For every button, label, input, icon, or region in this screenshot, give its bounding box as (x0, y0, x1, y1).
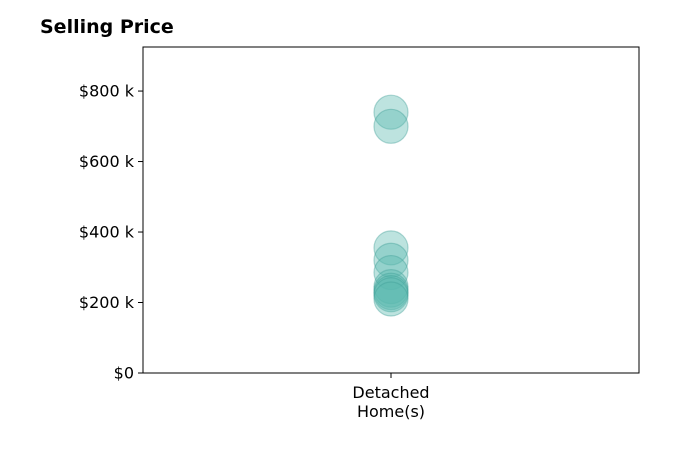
data-point (373, 272, 409, 308)
data-point (373, 254, 409, 291)
plot-frame (142, 46, 640, 374)
y-axis: $0 $200 k $400 k $600 k $800 k (79, 82, 143, 383)
y-tick-label: $600 k (79, 152, 135, 171)
y-tick-label: $200 k (79, 293, 135, 312)
y-tick-label: $0 (114, 364, 134, 383)
chart-title: Selling Price (40, 16, 174, 38)
data-point (373, 230, 409, 266)
data-point (373, 269, 409, 305)
y-tick-label: $400 k (79, 223, 135, 242)
data-point (373, 242, 409, 278)
data-point (373, 108, 409, 144)
x-tick-label: Detached Home(s) (352, 383, 429, 421)
y-tick-label: $800 k (79, 82, 135, 101)
data-point (373, 94, 409, 130)
data-point (373, 275, 409, 311)
data-points (373, 94, 409, 317)
data-point (373, 277, 409, 313)
x-axis: Detached Home(s) (352, 373, 430, 421)
data-point (373, 281, 409, 317)
